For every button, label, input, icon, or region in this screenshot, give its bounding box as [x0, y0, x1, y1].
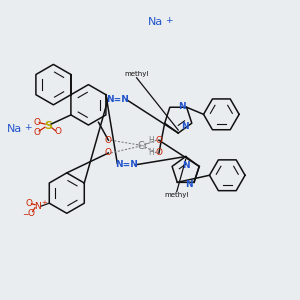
Text: O: O [33, 118, 40, 127]
Text: H: H [148, 148, 154, 158]
Text: Na: Na [7, 124, 22, 134]
Text: O: O [27, 209, 34, 218]
Text: O: O [54, 127, 61, 136]
Text: +: + [166, 16, 173, 25]
Text: +: + [41, 200, 47, 206]
Text: Na: Na [148, 17, 164, 27]
Text: O: O [155, 136, 162, 145]
Text: N: N [181, 122, 189, 131]
Text: methyl: methyl [165, 192, 189, 198]
Text: N: N [182, 161, 190, 170]
Text: O: O [33, 128, 40, 137]
Text: Cr: Cr [137, 140, 148, 151]
Text: N: N [34, 202, 41, 211]
Text: N=N: N=N [106, 95, 129, 104]
Text: O: O [155, 148, 162, 158]
Text: N=N: N=N [115, 160, 138, 169]
Text: H: H [148, 136, 154, 145]
Text: N: N [178, 101, 186, 110]
Text: O: O [105, 136, 112, 145]
Text: −: − [22, 211, 29, 220]
Text: O: O [26, 199, 33, 208]
Text: O: O [105, 148, 112, 158]
Text: +: + [24, 123, 32, 132]
Text: methyl: methyl [124, 71, 149, 77]
Text: S: S [44, 121, 52, 130]
Text: N: N [185, 180, 193, 189]
